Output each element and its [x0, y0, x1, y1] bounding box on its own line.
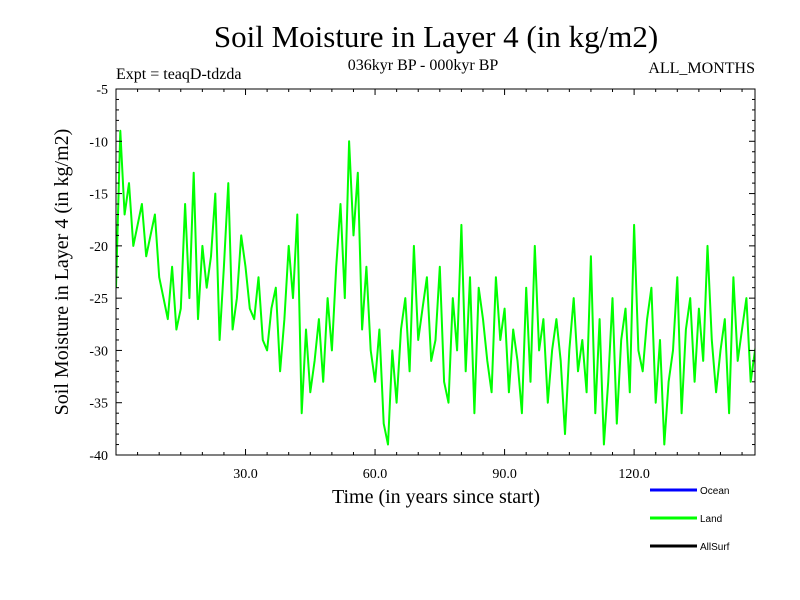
series-line-land: [116, 129, 755, 446]
legend-label-land: Land: [700, 514, 722, 525]
legend-label-allsurf: AllSurf: [700, 542, 730, 553]
months-label: ALL_MONTHS: [648, 60, 755, 77]
y-tick-label: -25: [89, 292, 108, 307]
y-tick-label: -15: [89, 188, 108, 203]
y-tick-label: -5: [96, 83, 108, 98]
y-axis-label: Soil Moisture in Layer 4 (in kg/m2): [51, 129, 73, 416]
y-tick-label: -10: [89, 135, 108, 150]
legend-label-ocean: Ocean: [700, 486, 729, 497]
time-range-label: 036kyr BP - 000kyr BP: [348, 57, 499, 74]
x-tick-label: 30.0: [233, 467, 258, 482]
x-tick-label: 90.0: [492, 467, 517, 482]
x-tick-label: 120.0: [618, 467, 650, 482]
experiment-label: Expt = teaqD-tdzda: [116, 66, 241, 83]
y-tick-label: -20: [89, 240, 108, 255]
y-tick-label: -40: [89, 449, 108, 464]
y-tick-label: -35: [89, 397, 108, 412]
x-axis-label: Time (in years since start): [332, 486, 540, 508]
x-tick-label: 60.0: [363, 467, 388, 482]
chart-title: Soil Moisture in Layer 4 (in kg/m2): [214, 19, 658, 54]
y-tick-label: -30: [89, 344, 108, 359]
plot-frame: [115, 88, 756, 456]
